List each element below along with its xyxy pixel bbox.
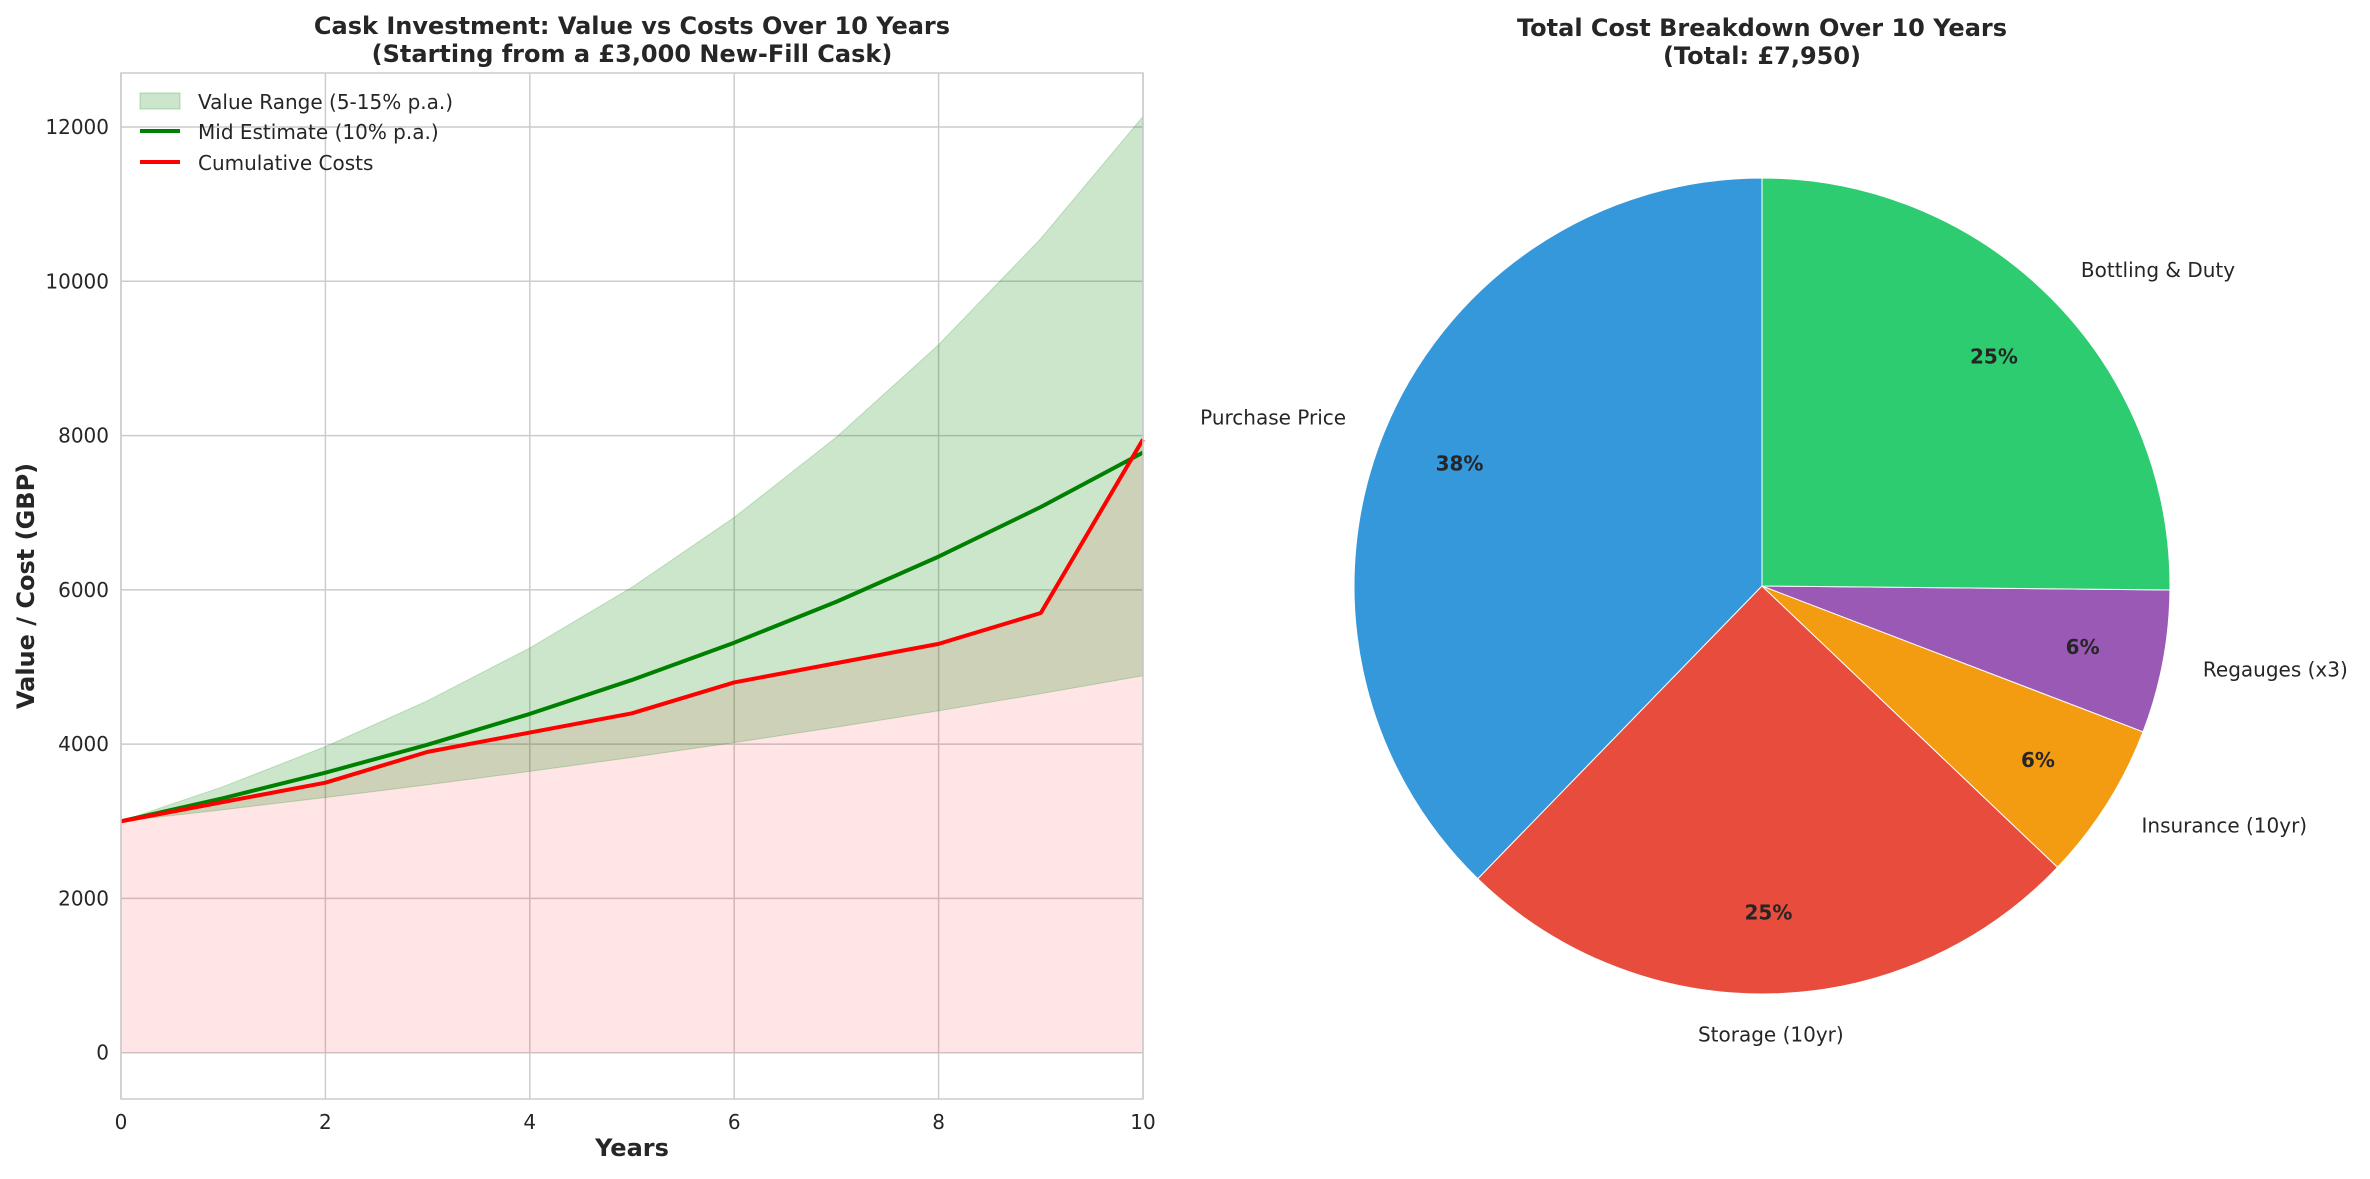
pie-slice-label: Regauges (x3) [2203, 658, 2348, 682]
axes-frame [120, 72, 1144, 1100]
line-chart-subtitle: (Starting from a £3,000 New-Fill Cask) [372, 40, 893, 68]
line-chart: Cask Investment: Value vs Costs Over 10 … [12, 12, 1156, 1162]
pie-slice-label: Insurance (10yr) [2142, 814, 2308, 838]
y-tick-label: 12000 [45, 115, 109, 139]
pie-slice-label: Storage (10yr) [1698, 1023, 1844, 1047]
lines [120, 438, 1145, 824]
legend-swatch-range [139, 92, 181, 110]
fills [120, 115, 1144, 1053]
legend: Value Range (5-15% p.a.) Mid Estimate (1… [139, 90, 453, 175]
y-tick-label: 10000 [45, 269, 109, 293]
y-tick-label: 2000 [58, 886, 109, 910]
pie-slice [1761, 177, 2171, 591]
pie-chart-title: Total Cost Breakdown Over 10 Years [1517, 14, 2007, 42]
y-tick-label: 0 [96, 1041, 109, 1065]
pie-pct-label: 6% [2021, 748, 2055, 772]
pie-slice-label: Bottling & Duty [2081, 258, 2235, 282]
mid-estimate-line [120, 450, 1144, 824]
pie-slice [1761, 585, 2171, 733]
pie-pct-label: 25% [1970, 344, 2018, 368]
y-tick-label: 4000 [58, 732, 109, 756]
pie: 38% Purchase Price 25% Storage (10yr) 6% Insu… [1200, 177, 2348, 1047]
x-tick-label: 10 [1130, 1110, 1155, 1134]
pie-slice [1761, 585, 2144, 868]
x-tick-label: 8 [932, 1110, 945, 1134]
x-tick-label: 0 [115, 1110, 128, 1134]
x-tick-label: 6 [728, 1110, 741, 1134]
pie-pct-label: 25% [1745, 900, 1793, 924]
pie-chart-subtitle: (Total: £7,950) [1663, 42, 1861, 70]
legend-label-mid: Mid Estimate (10% p.a.) [198, 120, 439, 144]
x-tick-label: 2 [319, 1110, 332, 1134]
pie-pct-label: 6% [2066, 635, 2100, 659]
x-axis-label: Years [594, 1134, 669, 1162]
pie-slice [1477, 585, 2059, 995]
cumulative-costs-line [120, 438, 1145, 824]
line-chart-title: Cask Investment: Value vs Costs Over 10 … [314, 12, 950, 40]
legend-label-range: Value Range (5-15% p.a.) [198, 90, 453, 114]
pie-slice-label: Purchase Price [1200, 405, 1346, 429]
x-tick-label: 4 [523, 1110, 536, 1134]
y-axis-label: Value / Cost (GBP) [12, 463, 40, 709]
ticks: 0 2 4 6 8 10 0 2000 4000 6000 8000 10000 12000 [45, 115, 1155, 1134]
pie-chart: Total Cost Breakdown Over 10 Years (Tota… [1200, 14, 2348, 1047]
pie-pct-label: 38% [1436, 451, 1484, 475]
y-tick-label: 6000 [58, 578, 109, 602]
legend-label-costs: Cumulative Costs [198, 151, 373, 175]
y-tick-label: 8000 [58, 424, 109, 448]
costs-fill-area [121, 439, 1143, 1053]
pie-slice [1353, 177, 1763, 880]
